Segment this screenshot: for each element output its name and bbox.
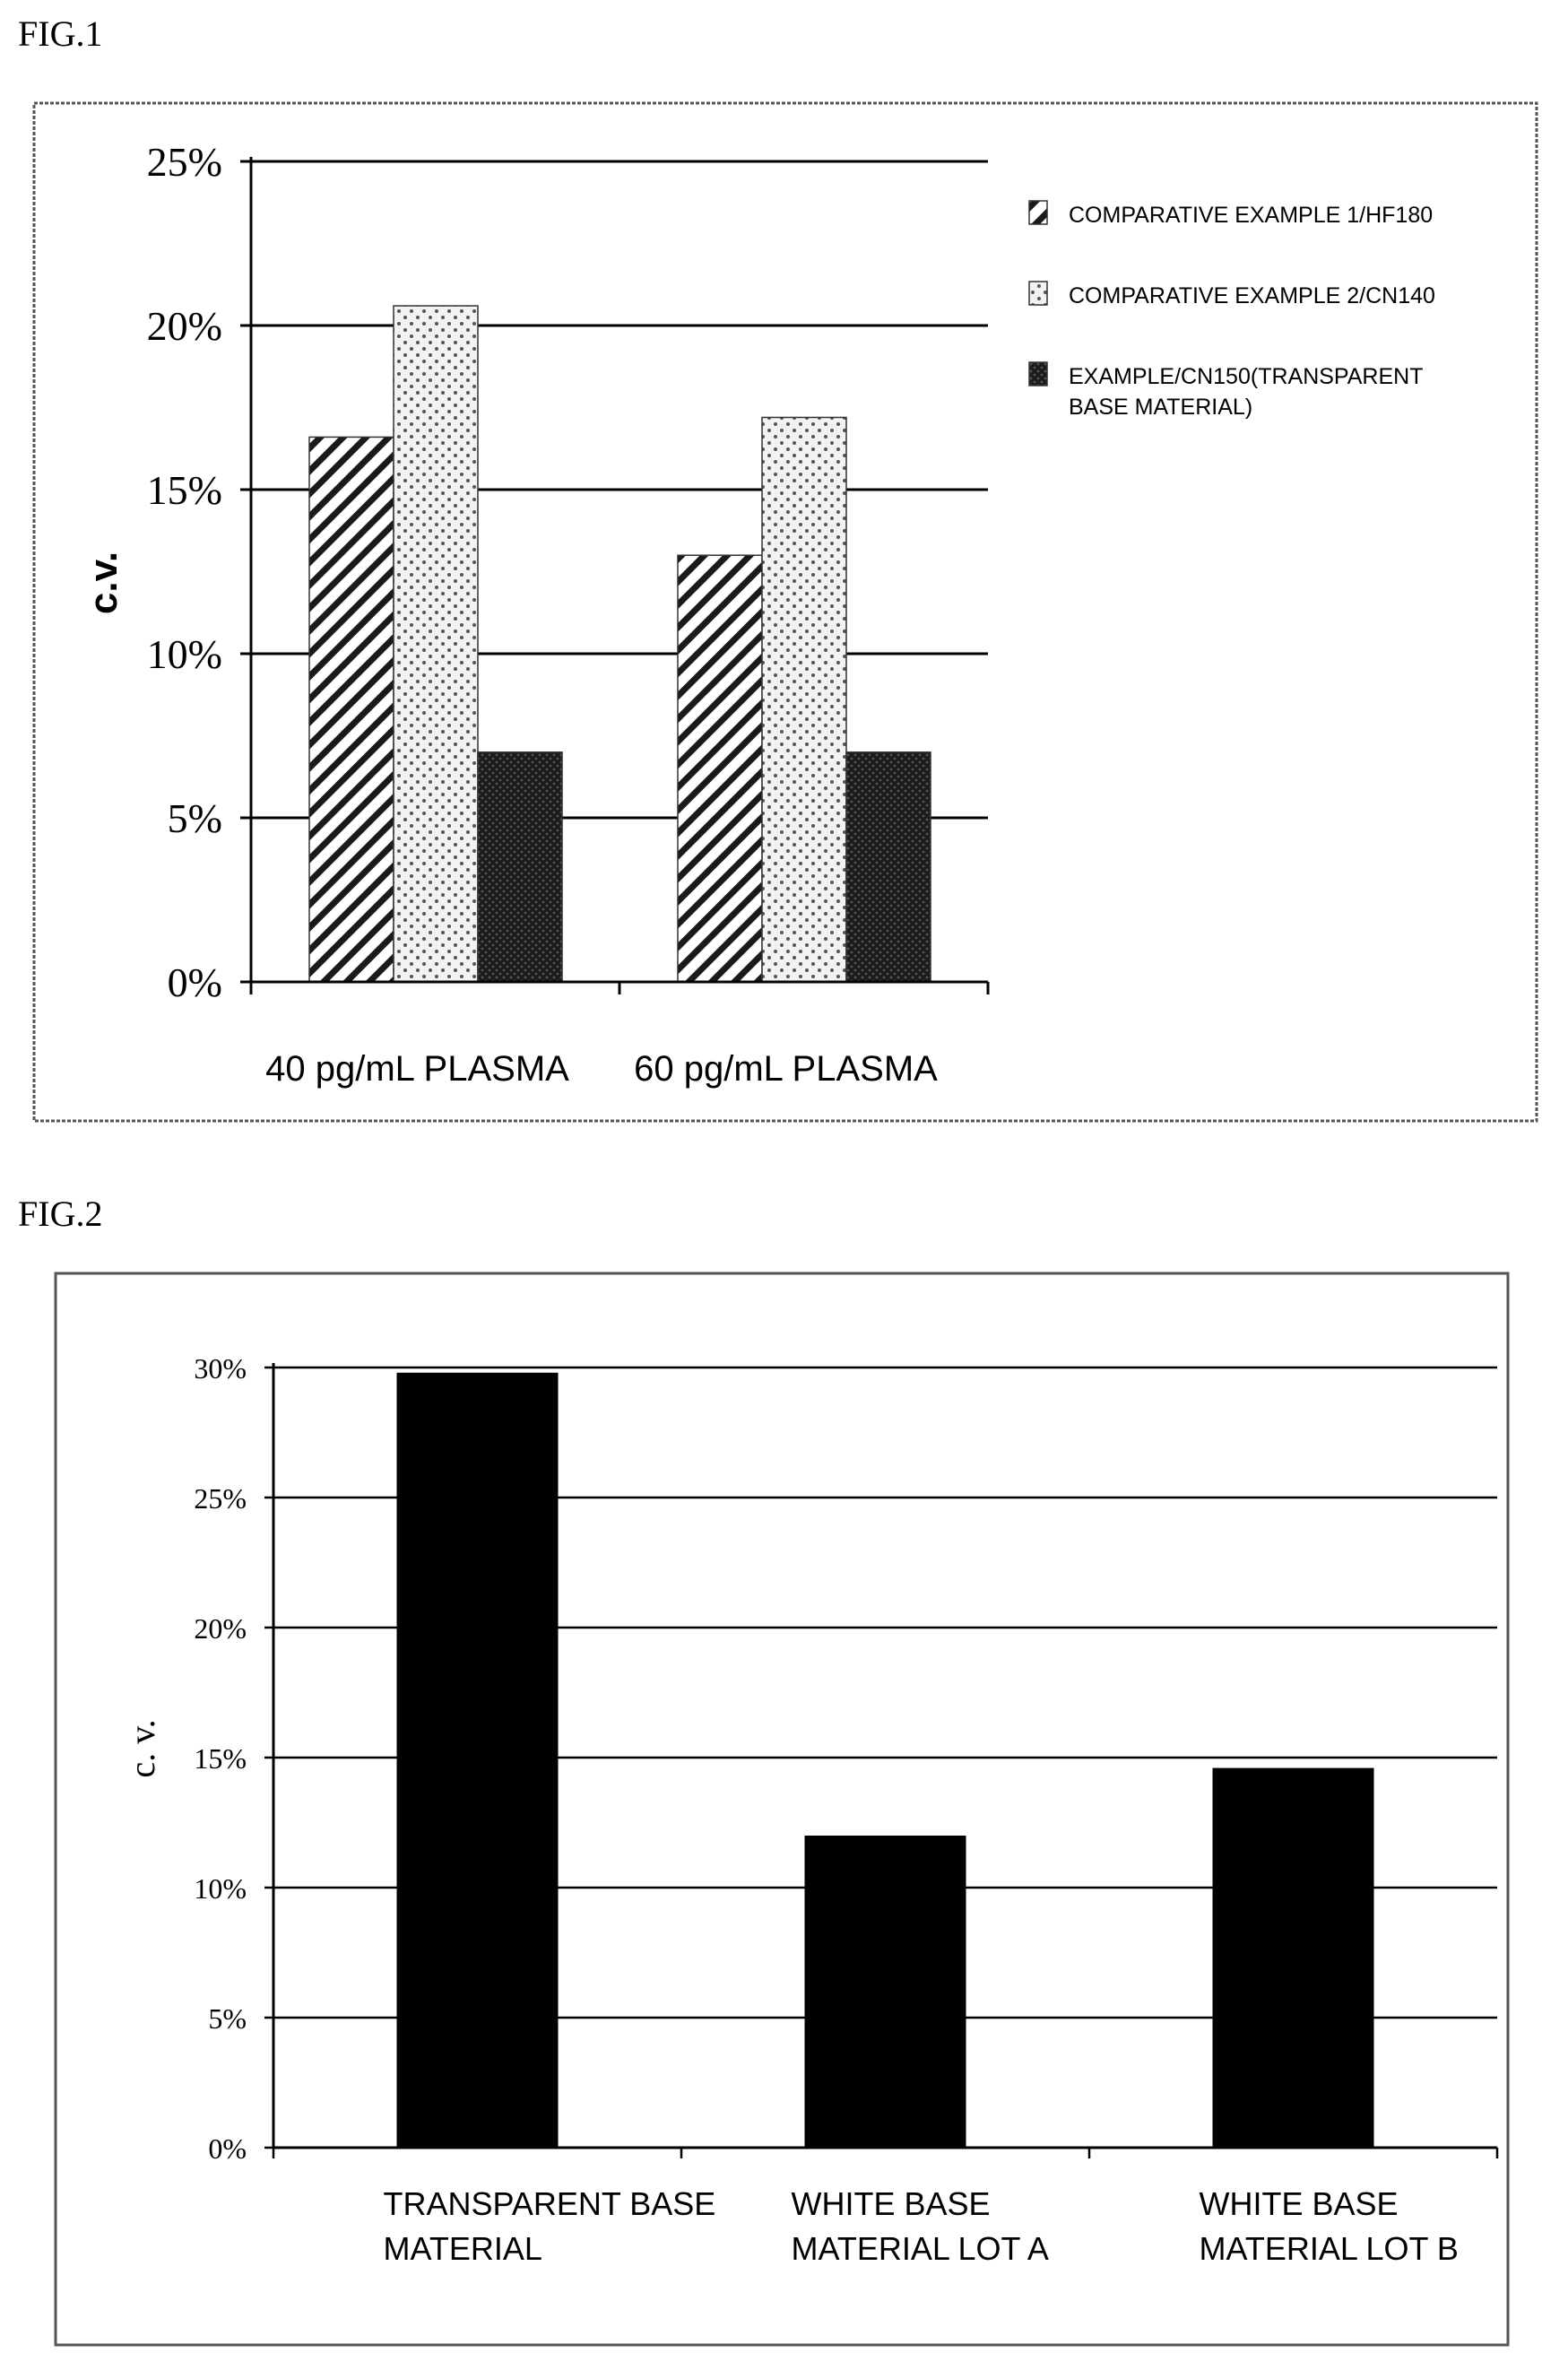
chart-1-bar [477,751,563,983]
chart-1-y-tick-label: 10% [147,631,222,677]
figure-2-label: FIG.2 [18,1194,103,1234]
figure-1-label: FIG.1 [18,13,103,54]
chart-1-y-tick-label: 15% [147,467,222,513]
chart-1-legend-swatch [1028,281,1048,306]
chart-1-y-tick-label: 25% [147,139,222,185]
chart-1: 0% 5% 10% 15% 20% 25% 40 pg/mL PLASMA 60 pg/mL… [32,101,1538,1123]
chart-2-y-tick-label: 5% [208,2002,247,2035]
chart-2-category-label: TRANSPARENT BASE MATERIAL [384,2185,716,2267]
chart-1-category-label: 40 pg/mL PLASMA [265,1049,569,1089]
chart-2-y-tick-label: 25% [194,1482,247,1515]
chart-1-legend-swatch [1028,200,1048,225]
chart-2-y-tick-label: 30% [194,1352,247,1385]
chart-2-bar [1212,1767,1374,2148]
chart-2-y-tick-label: 0% [208,2132,247,2165]
chart-1-y-tick-label: 5% [168,795,222,841]
chart-2-y-axis-label: c. v. [122,1719,162,1777]
chart-2-y-tick-label: 15% [194,1742,247,1775]
chart-2-bar [396,1372,559,2148]
chart-2-category-label: WHITE BASE MATERIAL LOT B [1200,2185,1459,2267]
chart-1-legend-label: COMPARATIVE EXAMPLE 2/CN140 [1069,283,1435,308]
chart-1-legend-label: EXAMPLE/CN150(TRANSPARENT BASE MATERIAL) [1069,364,1423,420]
chart-2-y-tick-label: 10% [194,1872,247,1905]
chart-1-bar [761,416,847,983]
chart-1-legend-label: COMPARATIVE EXAMPLE 1/HF180 [1069,203,1433,228]
chart-1-category-label: 60 pg/mL PLASMA [634,1049,938,1089]
chart-2-frame [54,1272,1510,2347]
chart-1-bar [677,554,763,983]
chart-1-y-axis-label: c.v. [82,551,126,614]
chart-1-bar [393,305,479,983]
chart-1-legend-swatch [1028,361,1048,386]
chart-1-frame [32,101,1538,1123]
chart-1-y-tick-label: 0% [168,959,222,1005]
chart-2-y-tick-label: 20% [194,1612,247,1645]
chart-2-bar [804,1836,966,2148]
chart-1-bar [308,436,394,983]
chart-2-category-label: WHITE BASE MATERIAL LOT A [792,2185,1049,2267]
chart-1-y-tick-label: 20% [147,303,222,349]
